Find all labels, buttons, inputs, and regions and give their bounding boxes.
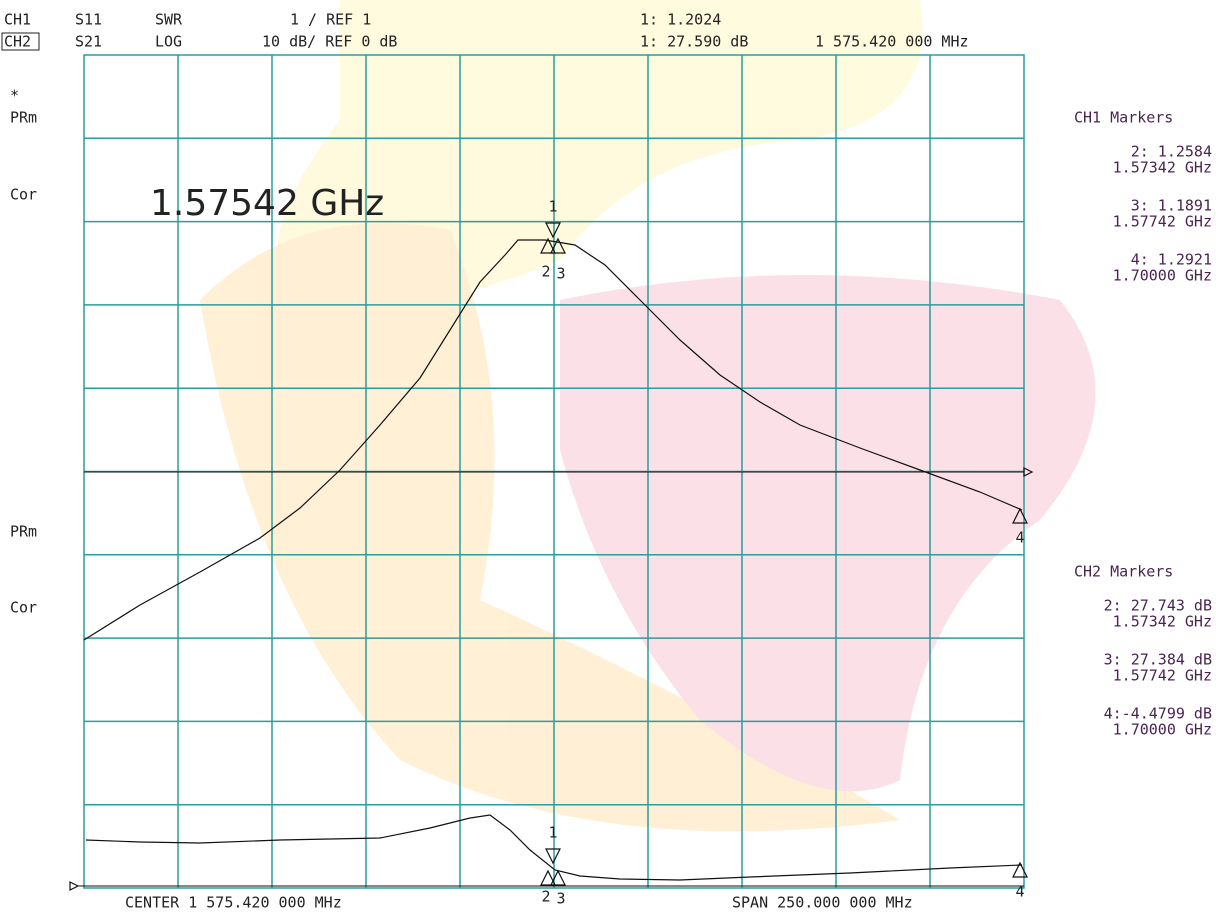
marker-label: 3 <box>556 265 565 283</box>
marker-label: 3 <box>556 890 565 908</box>
reference-pointer <box>70 882 78 890</box>
marker-down <box>546 849 560 863</box>
annotation: 1.57542 GHz <box>150 183 384 224</box>
marker-label: 1 <box>548 824 557 842</box>
screen: CH1 S11 SWR 1 / REF 1 1: 1.2024 CH2 S21 … <box>0 0 1216 914</box>
ch1-scale: 1 / REF 1 <box>290 11 371 29</box>
marker-label: 2 <box>541 263 550 281</box>
footer-span: SPAN 250.000 000 MHz <box>732 894 913 912</box>
left-label: PRm <box>10 109 37 127</box>
marker-title: CH2 Markers <box>1074 563 1173 581</box>
ch2-label: CH2 <box>4 33 31 51</box>
ch1-param: S11 <box>75 11 102 29</box>
marker-title: CH1 Markers <box>1074 109 1173 127</box>
marker-frequency: 1.70000 GHz <box>1113 267 1212 285</box>
left-label: Cor <box>10 186 37 204</box>
marker-label: 1 <box>548 198 557 216</box>
marker-frequency: 1.57742 GHz <box>1113 667 1212 685</box>
ch2-param: S21 <box>75 33 102 51</box>
marker-label: 4 <box>1015 883 1024 901</box>
ch1-marker: 1: 1.2024 <box>640 11 721 29</box>
marker-frequency: 1.57342 GHz <box>1113 613 1212 631</box>
ch2-scale: 10 dB/ REF 0 dB <box>262 33 397 51</box>
marker-frequency: 1.57742 GHz <box>1113 213 1212 231</box>
marker-frequency: 1.70000 GHz <box>1113 721 1212 739</box>
ch1-format: SWR <box>155 11 183 29</box>
marker-up <box>551 871 565 885</box>
left-label: Cor <box>10 599 37 617</box>
left-label: * <box>10 87 19 105</box>
ch2-marker: 1: 27.590 dB <box>640 33 748 51</box>
marker-label: 2 <box>541 888 550 906</box>
ch2-format: LOG <box>155 33 182 51</box>
marker-up <box>541 871 555 885</box>
marker-frequency: 1.57342 GHz <box>1113 159 1212 177</box>
footer-center: CENTER 1 575.420 000 MHz <box>125 894 342 912</box>
marker-label: 4 <box>1015 529 1024 547</box>
ch1-label: CH1 <box>4 11 31 29</box>
left-label: PRm <box>10 523 37 541</box>
ch2-frequency: 1 575.420 000 MHz <box>815 33 969 51</box>
